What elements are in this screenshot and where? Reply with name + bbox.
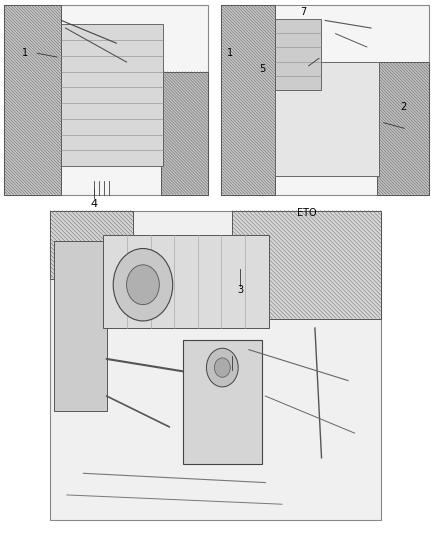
- Text: 3: 3: [237, 286, 243, 295]
- Bar: [221, 5, 275, 195]
- Bar: [50, 211, 133, 279]
- Text: 4: 4: [91, 199, 98, 208]
- Bar: [275, 62, 379, 176]
- Circle shape: [206, 348, 238, 387]
- Circle shape: [127, 265, 159, 305]
- Bar: [61, 24, 163, 166]
- Bar: [50, 211, 381, 520]
- Bar: [221, 5, 429, 195]
- Bar: [275, 19, 321, 91]
- Text: 1: 1: [22, 49, 28, 58]
- Circle shape: [113, 248, 173, 321]
- Bar: [377, 62, 429, 195]
- Text: 5: 5: [260, 64, 266, 74]
- Circle shape: [214, 358, 230, 377]
- Bar: [54, 241, 106, 411]
- Text: 1: 1: [227, 49, 233, 58]
- Text: 2: 2: [400, 102, 406, 111]
- Bar: [4, 5, 208, 195]
- Text: 7: 7: [300, 7, 307, 17]
- Bar: [103, 235, 268, 328]
- Bar: [183, 341, 262, 464]
- Bar: [232, 211, 381, 319]
- Text: ETO: ETO: [297, 208, 316, 218]
- Bar: [161, 71, 208, 195]
- Bar: [4, 5, 61, 195]
